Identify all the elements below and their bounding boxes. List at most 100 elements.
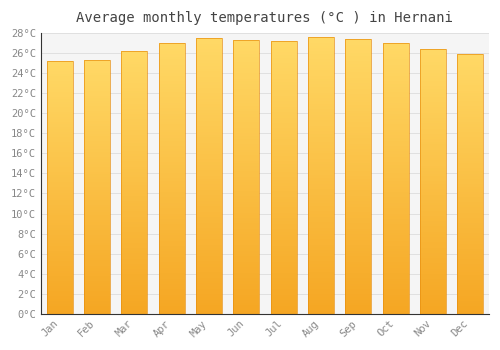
Bar — [345, 102, 372, 105]
Bar — [196, 193, 222, 195]
Bar — [382, 238, 408, 241]
Bar — [158, 176, 184, 178]
Bar — [308, 294, 334, 297]
Bar — [233, 295, 260, 297]
Bar — [345, 201, 372, 204]
Bar — [345, 146, 372, 149]
Bar — [121, 282, 148, 285]
Bar — [457, 233, 483, 236]
Bar — [121, 70, 148, 72]
Bar — [158, 113, 184, 116]
Bar — [270, 275, 296, 278]
Bar — [233, 40, 260, 43]
Bar — [46, 299, 72, 301]
Bar — [382, 292, 408, 295]
Bar — [121, 67, 148, 70]
Bar — [233, 182, 260, 185]
Bar — [270, 298, 296, 300]
Bar — [121, 209, 148, 211]
Bar — [158, 203, 184, 205]
Bar — [270, 265, 296, 267]
Bar — [196, 294, 222, 297]
Bar — [196, 77, 222, 79]
Bar — [196, 165, 222, 168]
Bar — [233, 218, 260, 221]
Bar — [345, 171, 372, 174]
Bar — [457, 285, 483, 288]
Bar — [420, 166, 446, 168]
Bar — [233, 106, 260, 108]
Bar — [233, 174, 260, 177]
Bar — [420, 224, 446, 226]
Bar — [457, 54, 483, 57]
Bar — [420, 308, 446, 311]
Bar — [345, 190, 372, 193]
Bar — [46, 286, 72, 288]
Bar — [84, 80, 110, 83]
Bar — [457, 158, 483, 161]
Bar — [233, 185, 260, 188]
Bar — [121, 59, 148, 62]
Bar — [84, 271, 110, 273]
Bar — [84, 311, 110, 314]
Bar — [308, 258, 334, 261]
Bar — [158, 86, 184, 89]
Bar — [270, 221, 296, 224]
Bar — [233, 155, 260, 158]
Bar — [270, 292, 296, 295]
Bar — [382, 246, 408, 249]
Bar — [345, 163, 372, 166]
Bar — [420, 116, 446, 118]
Bar — [158, 70, 184, 73]
Bar — [345, 160, 372, 163]
Bar — [308, 65, 334, 68]
Bar — [233, 125, 260, 128]
Bar — [121, 285, 148, 287]
Bar — [158, 227, 184, 230]
Bar — [420, 62, 446, 65]
Bar — [121, 96, 148, 98]
Bar — [121, 196, 148, 198]
Bar — [158, 43, 184, 314]
Bar — [84, 197, 110, 199]
Bar — [420, 218, 446, 221]
Bar — [308, 200, 334, 203]
Bar — [233, 251, 260, 253]
Bar — [457, 202, 483, 205]
Bar — [308, 148, 334, 150]
Bar — [345, 300, 372, 303]
Bar — [84, 149, 110, 152]
Bar — [382, 311, 408, 314]
Bar — [84, 65, 110, 68]
Bar — [233, 278, 260, 281]
Bar — [270, 300, 296, 303]
Bar — [382, 152, 408, 154]
Bar — [84, 299, 110, 301]
Bar — [457, 228, 483, 231]
Bar — [270, 77, 296, 79]
Bar — [46, 236, 72, 238]
Bar — [270, 161, 296, 164]
Bar — [84, 144, 110, 146]
Bar — [158, 216, 184, 219]
Bar — [345, 286, 372, 289]
Bar — [345, 80, 372, 83]
Bar — [158, 284, 184, 287]
Bar — [158, 195, 184, 197]
Bar — [84, 101, 110, 103]
Bar — [46, 208, 72, 210]
Bar — [196, 261, 222, 264]
Bar — [158, 241, 184, 243]
Bar — [420, 81, 446, 84]
Bar — [46, 198, 72, 200]
Bar — [420, 86, 446, 89]
Bar — [457, 288, 483, 290]
Bar — [121, 203, 148, 206]
Bar — [270, 44, 296, 47]
Bar — [84, 192, 110, 195]
Bar — [308, 126, 334, 128]
Bar — [308, 231, 334, 233]
Bar — [345, 306, 372, 308]
Bar — [46, 167, 72, 170]
Bar — [84, 139, 110, 141]
